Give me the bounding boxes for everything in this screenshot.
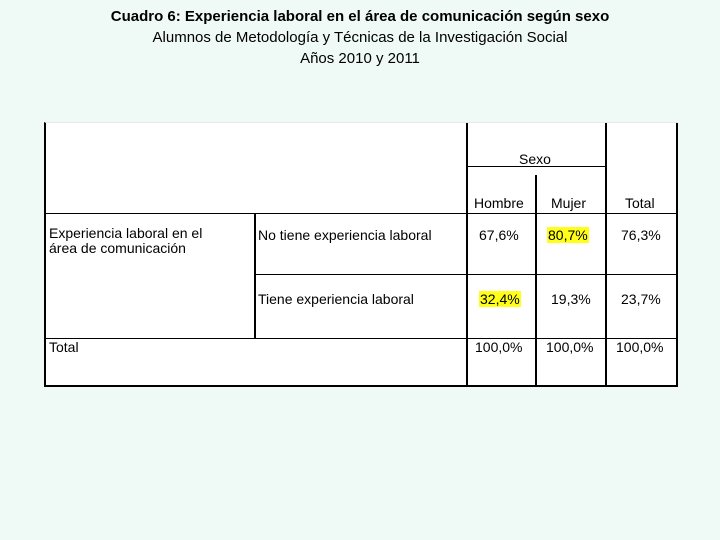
- title-block: Cuadro 6: Experiencia laboral en el área…: [0, 6, 720, 69]
- table-period: Años 2010 y 2011: [300, 50, 420, 67]
- row-label-tiene-experiencia: Tiene experiencia laboral: [258, 291, 414, 307]
- cell-tiene-experiencia-mujer: 19,3%: [551, 291, 591, 307]
- cell-total-total: 100,0%: [616, 339, 664, 355]
- divider: [254, 213, 256, 339]
- column-header-mujer: Mujer: [551, 195, 587, 211]
- cell-no-experiencia-hombre: 67,6%: [479, 227, 519, 243]
- cell-no-experiencia-total: 76,3%: [621, 227, 661, 243]
- cell-total-hombre: 100,0%: [475, 339, 523, 355]
- divider: [46, 338, 678, 339]
- column-header-total: Total: [625, 195, 655, 211]
- variable-label: Experiencia laboral en el área de comuni…: [49, 225, 203, 256]
- table-subtitle: Alumnos de Metodología y Técnicas de la …: [152, 29, 568, 46]
- cell-tiene-experiencia-total: 23,7%: [621, 291, 661, 307]
- divider: [46, 213, 678, 214]
- group-header-sexo: Sexo: [519, 151, 551, 167]
- crosstab-table: Sexo Hombre Mujer Total Experiencia labo…: [44, 122, 678, 387]
- cell-no-experiencia-mujer: 80,7%: [547, 227, 589, 243]
- divider: [466, 123, 468, 385]
- row-label-no-experiencia: No tiene experiencia laboral: [258, 227, 432, 243]
- highlight: 32,4%: [479, 291, 521, 307]
- divider: [676, 123, 678, 385]
- column-header-hombre: Hombre: [474, 195, 524, 211]
- row-label-total: Total: [49, 339, 79, 355]
- divider: [605, 123, 607, 385]
- highlight: 80,7%: [547, 227, 589, 243]
- cell-total-mujer: 100,0%: [546, 339, 594, 355]
- divider: [466, 166, 606, 167]
- divider: [256, 274, 678, 275]
- divider: [535, 175, 537, 385]
- table-title: Cuadro 6: Experiencia laboral en el área…: [110, 8, 610, 25]
- cell-tiene-experiencia-hombre: 32,4%: [479, 291, 521, 307]
